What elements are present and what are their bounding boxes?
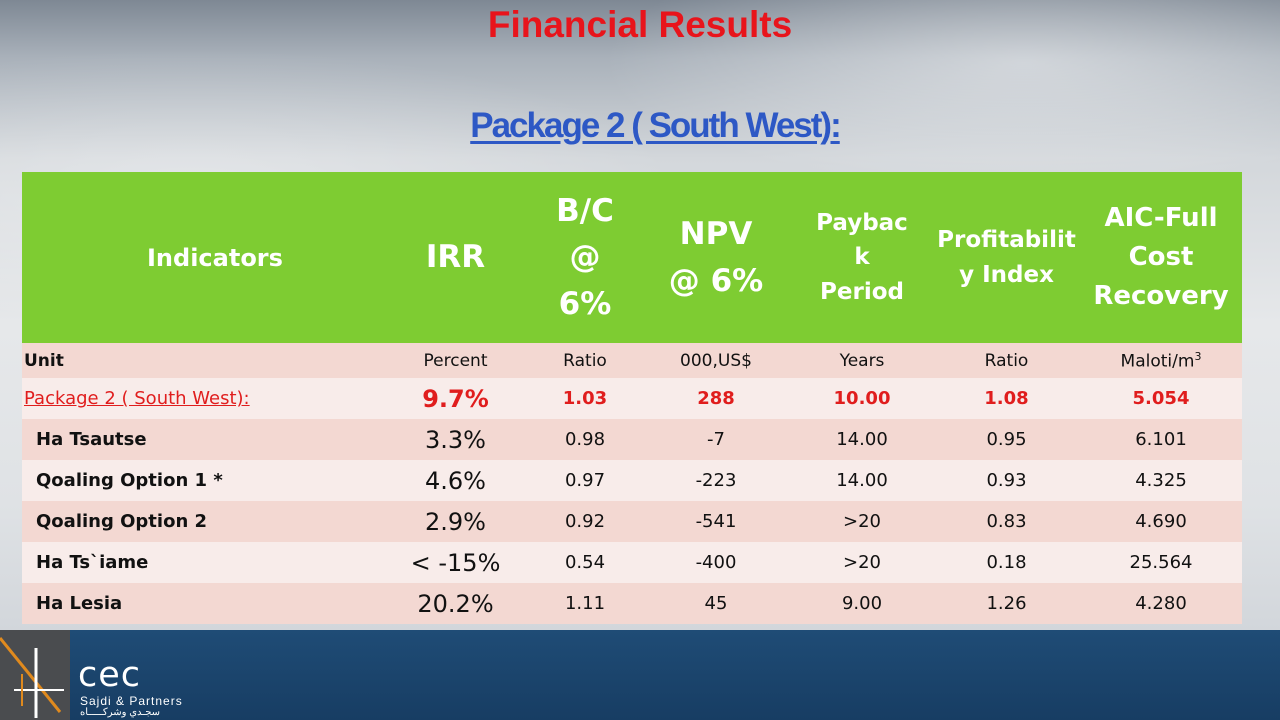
row-aic: 6.101 — [1080, 419, 1242, 460]
unit-bc: Ratio — [529, 343, 641, 378]
row-irr: < -15% — [382, 542, 529, 583]
header-npv: NPV @ 6% — [641, 172, 791, 343]
row-aic: 4.690 — [1080, 501, 1242, 542]
unit-aic-text: Maloti/m — [1120, 351, 1195, 372]
unit-aic-sup: 3 — [1194, 349, 1202, 363]
unit-aic: Maloti/m3 — [1080, 343, 1242, 378]
table-row: Qoaling Option 2 2.9% 0.92 -541 >20 0.83… — [22, 501, 1242, 542]
header-payback-line3: Period — [820, 278, 904, 305]
package-row: Package 2 ( South West): 9.7% 1.03 288 1… — [22, 378, 1242, 419]
table-row: Ha Ts`iame < -15% 0.54 -400 >20 0.18 25.… — [22, 542, 1242, 583]
unit-irr: Percent — [382, 343, 529, 378]
unit-row: Unit Percent Ratio 000,US$ Years Ratio M… — [22, 343, 1242, 378]
header-aic-line1: AIC-Full — [1104, 203, 1218, 233]
header-payback: Paybac k Period — [791, 172, 933, 343]
row-npv: -223 — [641, 460, 791, 501]
header-bc: B/C @ 6% — [529, 172, 641, 343]
package-profit: 1.08 — [933, 378, 1080, 419]
table-header-row: Indicators IRR B/C @ 6% NPV @ 6% Paybac … — [22, 172, 1242, 343]
header-bc-line1: B/C — [556, 192, 614, 229]
row-profit: 0.95 — [933, 419, 1080, 460]
row-bc: 0.98 — [529, 419, 641, 460]
header-npv-line2: @ 6% — [668, 262, 764, 299]
logo-mark-icon — [0, 630, 70, 720]
financial-results-table: Indicators IRR B/C @ 6% NPV @ 6% Paybac … — [22, 172, 1242, 624]
header-payback-line2: k — [854, 244, 870, 271]
row-aic: 25.564 — [1080, 542, 1242, 583]
row-irr: 4.6% — [382, 460, 529, 501]
package-aic: 5.054 — [1080, 378, 1242, 419]
row-npv: 45 — [641, 583, 791, 624]
header-indicators: Indicators — [22, 172, 382, 343]
header-aic-line3: Recovery — [1093, 281, 1229, 311]
header-npv-line1: NPV — [679, 216, 753, 252]
company-logo-mark — [0, 630, 70, 720]
brand-arabic: سجـدي وشركـــــاه — [80, 707, 161, 718]
package-label: Package 2 ( South West): — [22, 378, 382, 419]
header-payback-line1: Paybac — [816, 209, 908, 236]
table-row: Ha Tsautse 3.3% 0.98 -7 14.00 0.95 6.101 — [22, 419, 1242, 460]
brand-subtitle: Sajdi & Partners — [80, 694, 183, 708]
header-bc-line3: 6% — [558, 285, 612, 322]
row-label: Ha Ts`iame — [22, 542, 382, 583]
row-npv: -7 — [641, 419, 791, 460]
row-bc: 0.92 — [529, 501, 641, 542]
header-aic: AIC-Full Cost Recovery — [1080, 172, 1242, 343]
row-npv: -541 — [641, 501, 791, 542]
row-aic: 4.280 — [1080, 583, 1242, 624]
header-bc-line2: @ — [569, 239, 601, 276]
row-payback: 14.00 — [791, 460, 933, 501]
row-irr: 2.9% — [382, 501, 529, 542]
row-profit: 0.18 — [933, 542, 1080, 583]
header-profitability: Profitabilit y Index — [933, 172, 1080, 343]
row-payback: >20 — [791, 501, 933, 542]
table-row: Qoaling Option 1 * 4.6% 0.97 -223 14.00 … — [22, 460, 1242, 501]
package-irr: 9.7% — [382, 378, 529, 419]
header-aic-line2: Cost — [1128, 242, 1194, 272]
package-npv: 288 — [641, 378, 791, 419]
package-payback: 10.00 — [791, 378, 933, 419]
page-subtitle: Package 2 ( South West): — [470, 106, 842, 145]
package-bc: 1.03 — [529, 378, 641, 419]
row-payback: 14.00 — [791, 419, 933, 460]
unit-label: Unit — [22, 343, 382, 378]
row-label: Ha Lesia — [22, 583, 382, 624]
row-payback: >20 — [791, 542, 933, 583]
row-profit: 0.83 — [933, 501, 1080, 542]
header-irr: IRR — [382, 172, 529, 343]
table-row: Ha Lesia 20.2% 1.11 45 9.00 1.26 4.280 — [22, 583, 1242, 624]
row-label: Qoaling Option 1 * — [22, 460, 382, 501]
footer-bar — [0, 630, 1280, 720]
unit-profit: Ratio — [933, 343, 1080, 378]
row-profit: 1.26 — [933, 583, 1080, 624]
row-label: Qoaling Option 2 — [22, 501, 382, 542]
header-profit-line2: y Index — [959, 261, 1054, 288]
row-payback: 9.00 — [791, 583, 933, 624]
row-bc: 0.97 — [529, 460, 641, 501]
row-aic: 4.325 — [1080, 460, 1242, 501]
unit-npv: 000,US$ — [641, 343, 791, 378]
header-profit-line1: Profitabilit — [937, 227, 1076, 253]
row-label: Ha Tsautse — [22, 419, 382, 460]
row-profit: 0.93 — [933, 460, 1080, 501]
row-bc: 1.11 — [529, 583, 641, 624]
row-bc: 0.54 — [529, 542, 641, 583]
row-irr: 20.2% — [382, 583, 529, 624]
page-title: Financial Results — [487, 4, 793, 45]
row-npv: -400 — [641, 542, 791, 583]
brand-name: cec — [78, 655, 142, 695]
unit-payback: Years — [791, 343, 933, 378]
row-irr: 3.3% — [382, 419, 529, 460]
